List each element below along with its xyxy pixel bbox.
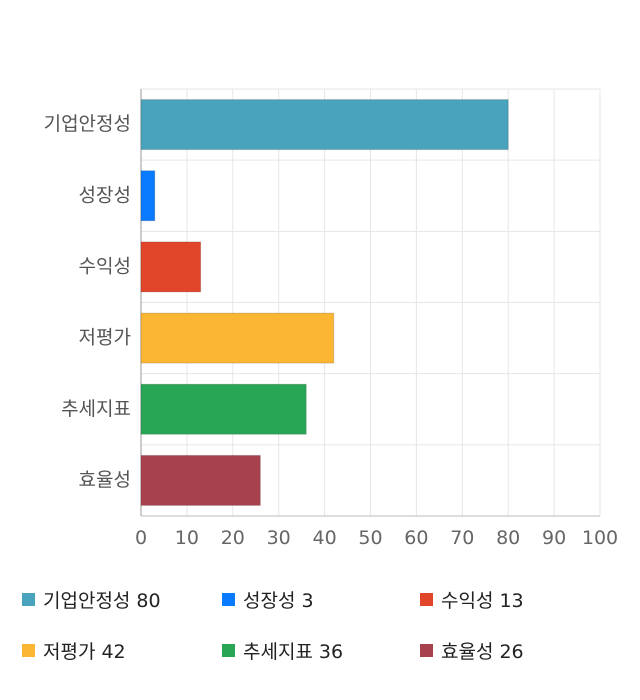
x-tick-label: 50 bbox=[358, 527, 382, 549]
legend-label: 효율성 bbox=[441, 640, 494, 663]
y-tick-label: 저평가 bbox=[79, 327, 131, 349]
legend-text: 저평가 42 bbox=[43, 637, 126, 664]
legend-item: 성장성 3 bbox=[222, 586, 314, 612]
chart-grid bbox=[140, 88, 601, 517]
legend-value: 42 bbox=[101, 640, 126, 663]
chart-legend: 기업안정성 80 성장성 3 수익성 13 저평가 42 추세지표 36 효율성 26 bbox=[0, 580, 640, 690]
legend-item: 수익성 13 bbox=[420, 586, 524, 612]
x-tick-label: 60 bbox=[404, 527, 428, 549]
legend-text: 성장성 3 bbox=[243, 586, 314, 613]
bar bbox=[140, 241, 202, 293]
legend-item: 저평가 42 bbox=[22, 637, 126, 663]
x-tick-label: 40 bbox=[313, 527, 337, 549]
legend-value: 36 bbox=[318, 640, 344, 663]
legend-swatch bbox=[22, 643, 35, 657]
x-tick-label: 30 bbox=[267, 527, 291, 549]
legend-swatch bbox=[222, 592, 235, 606]
legend-item: 추세지표 36 bbox=[222, 637, 343, 663]
legend-label: 추세지표 bbox=[243, 640, 313, 663]
bar bbox=[140, 383, 307, 435]
legend-text: 수익성 13 bbox=[441, 586, 524, 613]
legend-text: 효율성 26 bbox=[441, 637, 524, 664]
x-tick-label: 100 bbox=[582, 527, 618, 549]
legend-item: 기업안정성 80 bbox=[22, 586, 161, 612]
bar bbox=[140, 99, 509, 151]
legend-swatch bbox=[420, 643, 433, 657]
legend-text: 추세지표 36 bbox=[243, 637, 343, 664]
legend-label: 수익성 bbox=[441, 589, 494, 612]
legend-text: 기업안정성 80 bbox=[43, 586, 161, 613]
y-tick-label: 수익성 bbox=[79, 255, 131, 277]
chart-bars bbox=[140, 99, 509, 506]
x-tick-label: 0 bbox=[135, 527, 147, 549]
legend-item: 효율성 26 bbox=[420, 637, 524, 663]
bar bbox=[140, 454, 261, 506]
x-tick-label: 20 bbox=[221, 527, 245, 549]
y-tick-label: 성장성 bbox=[79, 184, 131, 206]
legend-value: 13 bbox=[499, 589, 524, 612]
legend-value: 80 bbox=[136, 589, 161, 612]
legend-label: 성장성 bbox=[243, 589, 296, 612]
legend-value: 26 bbox=[499, 640, 524, 663]
y-tick-label: 추세지표 bbox=[61, 398, 131, 420]
bar bbox=[140, 170, 156, 222]
legend-label: 기업안정성 bbox=[43, 589, 131, 612]
x-tick-label: 80 bbox=[496, 527, 520, 549]
y-tick-label: 기업안정성 bbox=[44, 113, 131, 135]
legend-swatch bbox=[222, 643, 235, 657]
x-tick-label: 70 bbox=[450, 527, 474, 549]
x-tick-label: 90 bbox=[542, 527, 566, 549]
y-tick-label: 효율성 bbox=[79, 469, 131, 491]
legend-value: 3 bbox=[301, 589, 314, 612]
bar bbox=[140, 312, 335, 364]
legend-swatch bbox=[22, 592, 35, 606]
x-axis-labels: 0 10 20 30 40 50 60 70 80 90 100 bbox=[135, 527, 618, 549]
legend-swatch bbox=[420, 592, 433, 606]
legend-label: 저평가 bbox=[43, 640, 96, 663]
x-tick-label: 10 bbox=[175, 527, 199, 549]
